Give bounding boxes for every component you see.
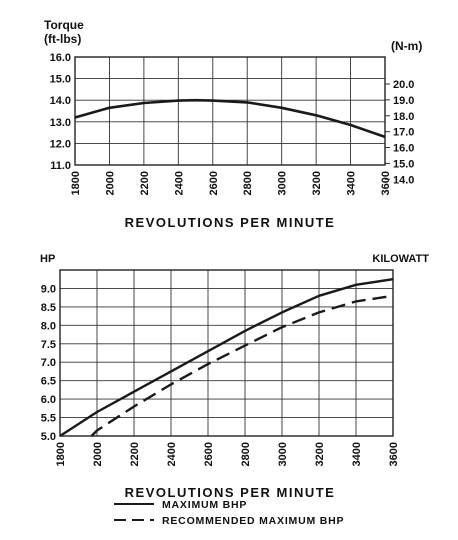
torque-right-y-tick: 20.0 bbox=[393, 79, 414, 91]
hp-plot-frame bbox=[59, 269, 394, 437]
torque-y-tick: 16.0 bbox=[50, 52, 71, 64]
hp-ylabel: HP bbox=[40, 253, 55, 265]
hp-y-tick: 6.0 bbox=[41, 394, 56, 406]
torque-x-tick: 3400 bbox=[346, 171, 358, 195]
hp-x-tick: 2400 bbox=[166, 442, 178, 466]
torque-y-tick: 15.0 bbox=[50, 74, 71, 86]
hp-y-tick: 9.0 bbox=[41, 283, 56, 295]
torque-x-tick: 2600 bbox=[208, 171, 220, 195]
torque-right-y-tick: 19.0 bbox=[393, 95, 414, 107]
torque-right-y-tick: 18.0 bbox=[393, 111, 414, 123]
torque-x-tick: 3600 bbox=[380, 171, 392, 195]
hp-x-tick: 3600 bbox=[388, 442, 400, 466]
torque-x-tick: 2800 bbox=[242, 171, 254, 195]
torque-y-tick: 12.0 bbox=[50, 138, 71, 150]
torque-curve bbox=[74, 98, 386, 139]
torque-plot-frame bbox=[74, 56, 386, 166]
hp-x-tick: 3200 bbox=[314, 442, 326, 466]
hp-xlabel: REVOLUTIONS PER MINUTE bbox=[125, 485, 336, 500]
hp-right-ylabel: KILOWATT bbox=[372, 253, 429, 265]
torque-right-y-tick: 16.0 bbox=[393, 143, 414, 155]
hp-y-tick: 7.5 bbox=[41, 339, 56, 351]
hp-y-tick: 8.5 bbox=[41, 302, 56, 314]
torque-xlabel: REVOLUTIONS PER MINUTE bbox=[125, 215, 336, 230]
hp-y-tick: 7.0 bbox=[41, 357, 56, 369]
torque-right-y-tick: 15.0 bbox=[393, 158, 414, 170]
torque-right-ylabel: (N-m) bbox=[391, 39, 422, 53]
legend-label-recommended-bhp: RECOMMENDED MAXIMUM BHP bbox=[162, 515, 344, 527]
torque-y-tick: 13.0 bbox=[50, 117, 71, 129]
torque-x-tick: 2000 bbox=[104, 171, 116, 195]
torque-right-y-tick: 14.0 bbox=[393, 174, 414, 186]
hp-y-tick: 8.0 bbox=[41, 320, 56, 332]
hp-x-tick: 2200 bbox=[129, 442, 141, 466]
hp-x-tick: 3400 bbox=[351, 442, 363, 466]
torque-ylabel: Torque bbox=[44, 18, 84, 32]
torque-y-tick: 14.0 bbox=[50, 95, 71, 107]
torque-right-y-tick: 17.0 bbox=[393, 127, 414, 139]
hp-x-tick: 2000 bbox=[92, 442, 104, 466]
hp-y-tick: 5.0 bbox=[41, 431, 56, 443]
hp-y-tick: 5.5 bbox=[41, 413, 56, 425]
max-bhp-curve bbox=[59, 278, 394, 438]
torque-x-tick: 3200 bbox=[311, 171, 323, 195]
hp-x-tick: 1800 bbox=[55, 442, 67, 466]
recommended-bhp-curve bbox=[90, 294, 394, 437]
hp-x-tick: 2800 bbox=[240, 442, 252, 466]
torque-x-tick: 2200 bbox=[139, 171, 151, 195]
torque-y-tick: 11.0 bbox=[50, 160, 71, 172]
torque-x-tick: 3000 bbox=[277, 171, 289, 195]
torque-x-tick: 1800 bbox=[70, 171, 82, 195]
hp-x-tick: 2600 bbox=[203, 442, 215, 466]
hp-y-tick: 6.5 bbox=[41, 376, 56, 388]
torque-ylabel-units: (ft-lbs) bbox=[44, 32, 81, 46]
legend-label-max-bhp: MAXIMUM BHP bbox=[162, 499, 247, 511]
torque-x-tick: 2400 bbox=[173, 171, 185, 195]
hp-x-tick: 3000 bbox=[277, 442, 289, 466]
